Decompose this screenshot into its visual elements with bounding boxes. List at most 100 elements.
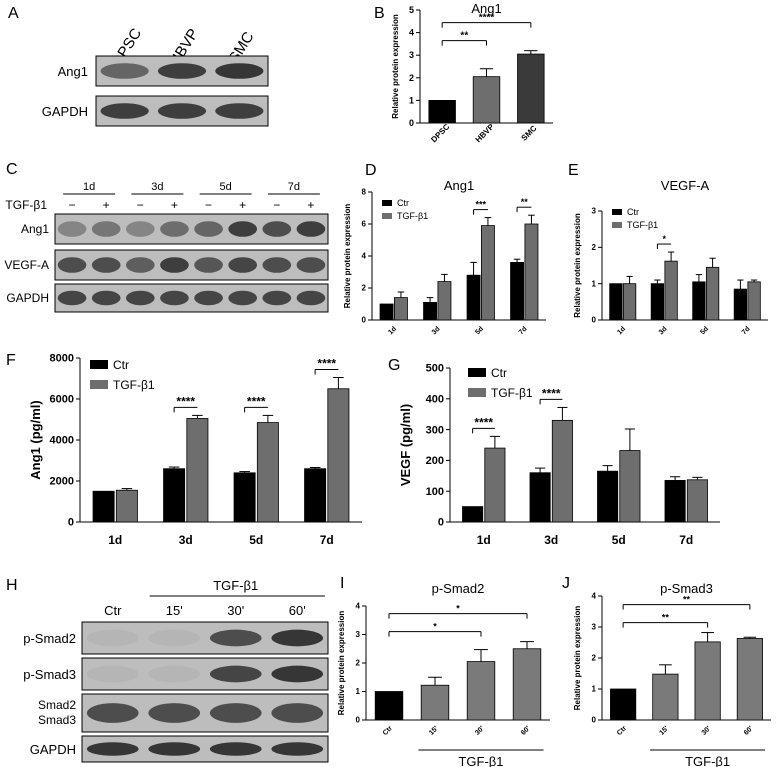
chart-G-xtick-label: 7d [679,533,693,547]
blot-h-row-band [148,703,201,723]
blot-row-label: p-Smad3 [23,667,76,682]
chart-F-xtick-label: 3d [179,533,193,547]
blot-sign: − [273,198,280,212]
panel-letter-D: D [365,162,377,179]
chart-F-legend-swatch-Ctr [90,360,108,369]
chart-J-sig-label: ** [683,595,691,605]
blot-h-row-band [86,703,139,723]
chart-B-ylabel: Relative protein expression [391,14,400,119]
chart-I-bar-30' [466,661,496,721]
chart-D-bar-Ctr-5d [466,274,481,321]
chart-J-xtick-label: 30' [701,725,713,737]
chart-G-bar-TGF-β1-7d [686,479,708,523]
chart-B-xtick-label: HBVP [474,122,497,145]
chart-F-xtick-label: 5d [249,533,263,547]
chart-F-bar-TGF-β1-1d [115,489,138,523]
chart-G-ylabel: VEGF (pg/ml) [398,404,413,486]
blot-sign: + [171,198,178,212]
blot-sign: + [307,198,314,212]
chart-I-bar-60' [512,648,542,721]
chart-D-xtick-label: 5d [474,326,485,337]
blot-sign: − [137,198,144,212]
chart-I-group-label: TGF-β1 [458,754,503,767]
chart-F-legend-swatch-TGF-β1 [90,380,108,389]
chart-I-xtick-label: 15' [428,725,440,737]
chart-F-bar-TGF-β1-5d [256,422,279,523]
blot-h-row-band [148,629,201,647]
chart-F-xtick-label: 1d [108,533,122,547]
chart-G-xtick-label: 5d [612,533,626,547]
blot-row-label: Smad2 [38,698,76,712]
chart-G-ytick-label: 200 [426,455,444,467]
chart-E-xtick-label: 5d [699,326,710,337]
blot-row-label: VEGF-A [4,258,49,272]
chart-D-bar-Ctr-1d [379,303,394,321]
blot-c-row-VEGF-A-band [194,257,223,273]
panel-letter-A: A [8,5,19,22]
blot-c-row-VEGF-A-band [262,257,292,273]
chart-I-ytick-label: 1 [356,687,361,696]
blot-row-label: Ang1 [58,64,88,79]
chart-E-sig-label: * [662,234,666,244]
blot-h-row-band [209,742,262,756]
blot-c-row-VEGF-A-band [57,257,87,273]
blot-row-label: Smad3 [38,713,76,727]
chart-F-bar-Ctr-5d [233,472,256,523]
chart-B-sig-label: **** [479,13,495,24]
chart-D-legend-swatch-Ctr [382,200,392,206]
chart-E-legend-label-TGF-β1: TGF-β1 [627,220,658,230]
chart-F-bar-Ctr-7d [304,468,327,523]
chart-E-title: VEGF-A [661,178,710,193]
chart-G-bar-Ctr-7d [664,480,686,523]
blot-lane-label-60': 60' [289,603,306,618]
chart-F-bar-TGF-β1-7d [327,388,350,523]
blot-time-label-7d: 7d [288,181,300,193]
chart-E-legend-label-Ctr: Ctr [627,207,639,217]
chart-D-legend-swatch-TGF-β1 [382,213,392,219]
chart-E-bar-Ctr-1d [609,283,623,321]
chart-B-bar-DPSC [428,100,456,124]
blot-c-row-Ang1-band [296,221,326,237]
chart-F-legend-label-Ctr: Ctr [113,358,129,372]
chart-F-legend-label-TGF-β1: TGF-β1 [113,378,155,392]
chart-F-ytick-label: 0 [68,517,74,529]
chart-J-bar-60' [736,638,763,721]
chart-F-bar-Ctr-3d [163,468,186,523]
blot-lane-label-15': 15' [166,603,183,618]
chart-E-bar-Ctr-3d [650,283,665,321]
chart-I-xtick-label: 60' [520,725,532,737]
blot-row-label: Ang1 [21,222,49,236]
chart-D-ytick-label: 4 [362,252,367,261]
chart-E-ytick-label: 1 [592,279,597,288]
chart-E-legend-swatch-TGF-β1 [612,222,622,228]
chart-B-xtick-label: DPSC [429,122,451,144]
chart-J-ytick-label: 1 [592,685,597,694]
chart-E-bar-Ctr-5d [692,281,706,321]
chart-G-sig-label: **** [542,386,561,400]
blot-h-row-band [86,629,139,647]
chart-F-sig-label: **** [176,394,195,408]
blot-lane-label-Ctr: Ctr [104,603,122,618]
blot-time-label-5d: 5d [220,181,232,193]
chart-F-sig-label: **** [317,356,336,370]
chart-J-xtick-label: 15' [658,725,670,737]
chart-D-ytick-label: 6 [362,220,367,229]
chart-G-sig-label: **** [474,415,493,429]
blot-c-row-VEGF-A-band [296,257,326,273]
chart-B-ytick-label: 1 [409,95,414,105]
blot-c-row-GAPDH-band [296,290,326,306]
blot-c-row-VEGF-A-band [91,257,121,273]
blot-sign: + [103,198,110,212]
blot-sign: − [69,198,76,212]
chart-B-ytick-label: 4 [409,28,414,38]
chart-F-bar-Ctr-1d [92,490,115,523]
panel-letter-H: H [6,577,18,594]
blot-time-label-3d: 3d [151,181,163,193]
chart-G-ytick-label: 0 [438,517,444,529]
blot-c-row-Ang1-band [194,221,223,237]
blot-c-row-GAPDH-band [91,290,121,306]
chart-B-xtick-label: SMC [520,124,539,143]
chart-I-ytick-label: 3 [356,630,361,639]
chart-E-legend-swatch-Ctr [612,209,622,215]
chart-J-ytick-label: 3 [592,623,597,632]
